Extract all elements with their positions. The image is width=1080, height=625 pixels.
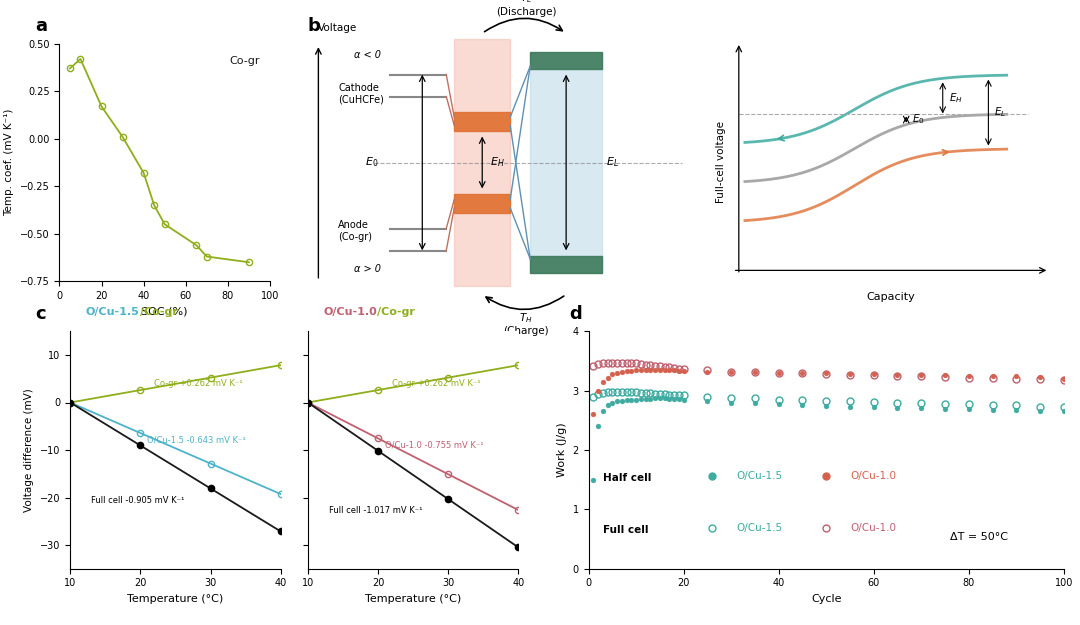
- Text: O/Cu-1.5: O/Cu-1.5: [86, 307, 139, 317]
- Text: $E_H$: $E_H$: [949, 91, 962, 105]
- Text: /Co-gr: /Co-gr: [377, 307, 415, 317]
- Text: Cathode
(CuHCFe): Cathode (CuHCFe): [338, 82, 384, 105]
- Text: a: a: [36, 18, 48, 35]
- Text: Anode
(Co-gr): Anode (Co-gr): [338, 220, 373, 243]
- Y-axis label: Voltage difference (mV): Voltage difference (mV): [25, 388, 35, 512]
- Text: Full cell -0.905 mV K⁻¹: Full cell -0.905 mV K⁻¹: [91, 496, 185, 505]
- Text: Full cell: Full cell: [603, 525, 648, 535]
- Bar: [455, 39, 510, 286]
- X-axis label: SOC (%): SOC (%): [141, 306, 188, 316]
- Text: O/Cu-1.0: O/Cu-1.0: [850, 471, 896, 481]
- Text: d: d: [569, 305, 582, 322]
- Text: b: b: [308, 18, 321, 35]
- Text: O/Cu-1.5: O/Cu-1.5: [735, 471, 782, 481]
- Text: Co-gr: Co-gr: [229, 56, 259, 66]
- Text: O/Cu-1.0: O/Cu-1.0: [850, 523, 896, 533]
- Y-axis label: Temp. coef. (mV K⁻¹): Temp. coef. (mV K⁻¹): [4, 109, 14, 216]
- Text: O/Cu-1.0 -0.755 mV K⁻¹: O/Cu-1.0 -0.755 mV K⁻¹: [384, 441, 484, 450]
- Text: $E_L$: $E_L$: [995, 106, 1007, 119]
- Text: O/Cu-1.0: O/Cu-1.0: [324, 307, 377, 317]
- Text: $T_L$
(Discharge): $T_L$ (Discharge): [496, 0, 556, 17]
- Text: Co-gr +0.262 mV K⁻¹: Co-gr +0.262 mV K⁻¹: [154, 379, 243, 388]
- Text: /Co-gr: /Co-gr: [139, 307, 177, 317]
- Text: Full cell -1.017 mV K⁻¹: Full cell -1.017 mV K⁻¹: [328, 506, 422, 516]
- Text: $E_0$: $E_0$: [365, 156, 378, 169]
- Bar: [455, 112, 510, 131]
- Text: $E_L$: $E_L$: [606, 156, 619, 169]
- Text: $E_0$: $E_0$: [913, 112, 924, 126]
- Text: α > 0: α > 0: [354, 264, 381, 274]
- Text: c: c: [36, 305, 46, 322]
- Text: $E_H$: $E_H$: [490, 156, 504, 169]
- Text: Co-gr +0.262 mV K⁻¹: Co-gr +0.262 mV K⁻¹: [392, 379, 481, 388]
- X-axis label: Temperature (°C): Temperature (°C): [127, 594, 224, 604]
- Y-axis label: Work (J/g): Work (J/g): [557, 422, 567, 478]
- Text: Capacity: Capacity: [866, 292, 916, 302]
- Bar: [530, 256, 603, 272]
- X-axis label: Cycle: Cycle: [811, 594, 841, 604]
- Text: O/Cu-1.5 -0.643 mV K⁻¹: O/Cu-1.5 -0.643 mV K⁻¹: [147, 436, 246, 444]
- Text: O/Cu-1.5: O/Cu-1.5: [735, 523, 782, 533]
- Text: ΔT = 50°C: ΔT = 50°C: [949, 532, 1008, 542]
- Bar: [530, 52, 603, 69]
- Text: Half cell: Half cell: [603, 473, 651, 483]
- X-axis label: Temperature (°C): Temperature (°C): [365, 594, 461, 604]
- Text: $T_H$
(Charge): $T_H$ (Charge): [503, 311, 549, 336]
- Bar: [530, 52, 603, 272]
- Text: Voltage: Voltage: [319, 23, 357, 33]
- Text: Full-cell voltage: Full-cell voltage: [716, 121, 726, 202]
- Bar: [455, 194, 510, 213]
- Text: α < 0: α < 0: [354, 50, 381, 60]
